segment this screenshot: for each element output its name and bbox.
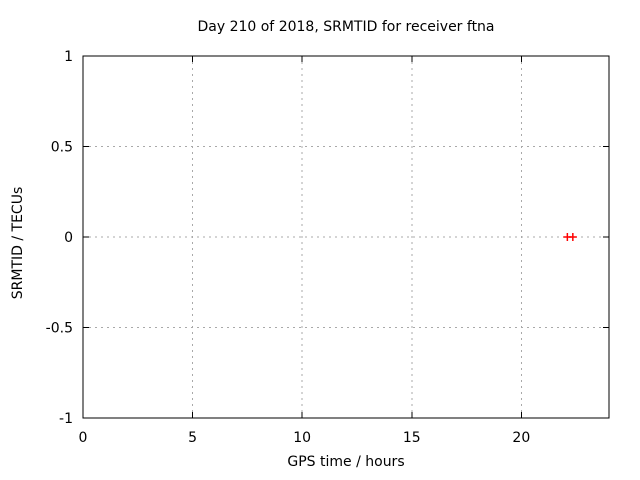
x-axis-label: GPS time / hours [287,454,405,470]
y-tick-label: 0 [64,230,73,246]
x-tick-label: 0 [79,430,88,446]
x-tick-label: 20 [512,430,530,446]
x-tick-label: 15 [403,430,421,446]
y-tick-label: 1 [64,49,73,65]
y-tick-label: 0.5 [51,140,73,156]
y-tick-label: -1 [59,411,73,427]
y-tick-label: -0.5 [46,321,73,337]
x-tick-label: 10 [293,430,311,446]
chart-title: Day 210 of 2018, SRMTID for receiver ftn… [197,19,495,35]
x-tick-label: 5 [188,430,197,446]
